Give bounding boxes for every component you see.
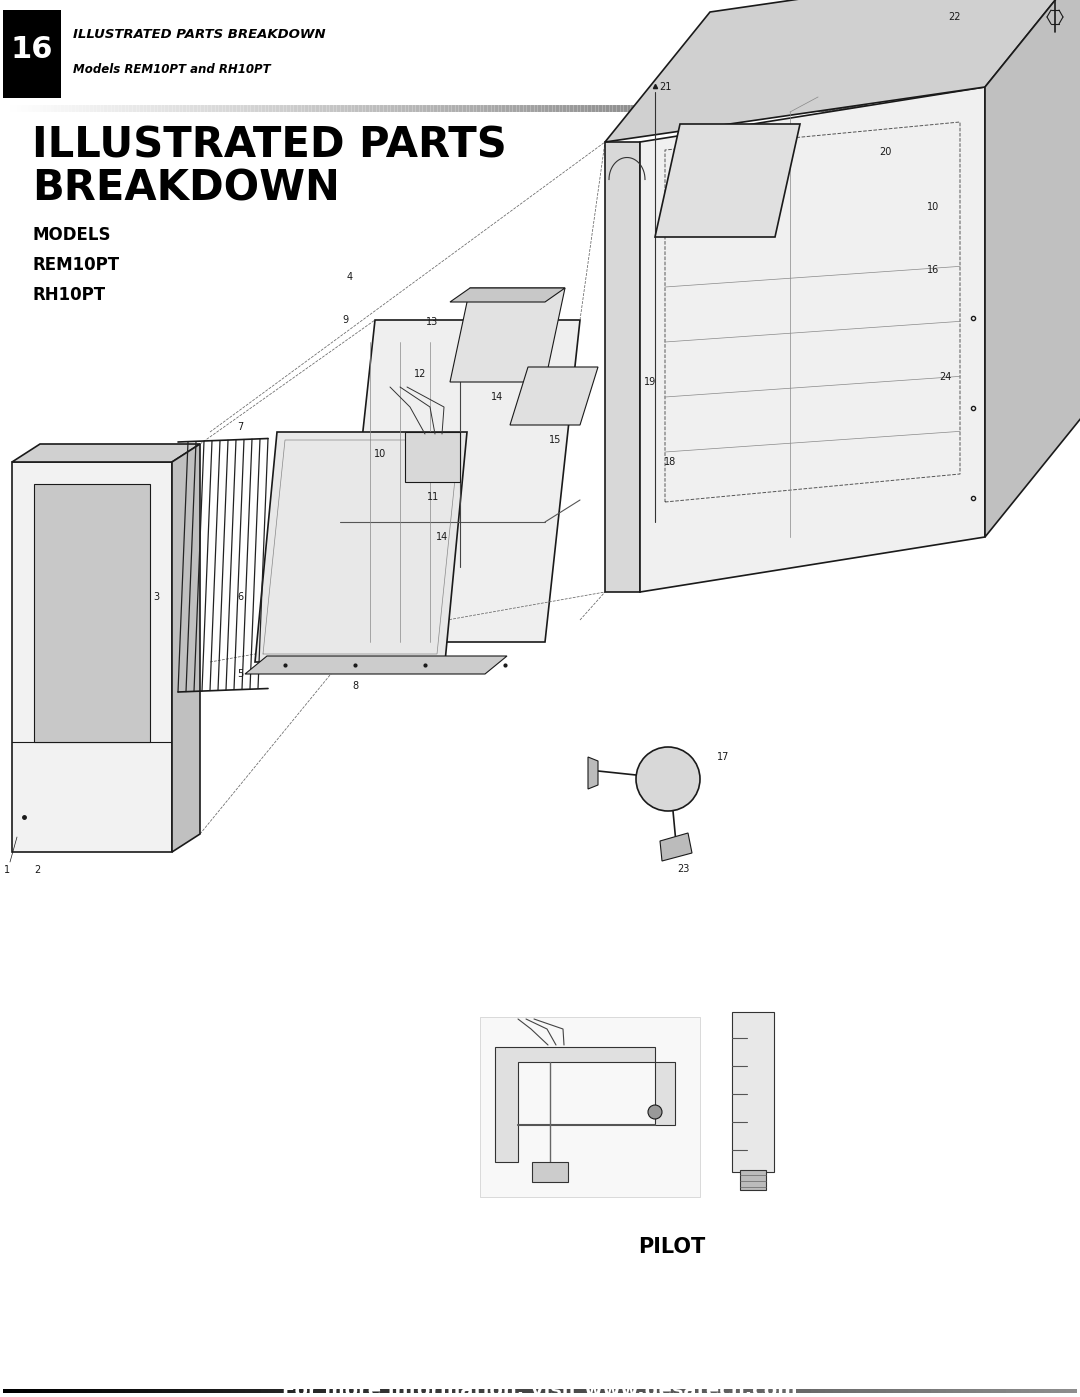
Polygon shape	[654, 124, 800, 237]
Text: 22: 22	[948, 13, 961, 22]
Text: 2: 2	[33, 865, 40, 875]
Polygon shape	[532, 1162, 568, 1182]
Text: 5: 5	[237, 669, 243, 679]
Text: 13: 13	[426, 317, 438, 327]
Polygon shape	[12, 462, 172, 852]
Text: 11: 11	[427, 492, 440, 502]
Polygon shape	[985, 0, 1080, 536]
Text: 21: 21	[659, 82, 671, 92]
Polygon shape	[480, 1017, 700, 1197]
Polygon shape	[740, 1171, 766, 1190]
Text: 12: 12	[414, 369, 427, 379]
Text: BREAKDOWN: BREAKDOWN	[32, 168, 340, 210]
Circle shape	[648, 1105, 662, 1119]
Text: 1: 1	[4, 865, 10, 875]
Text: 24: 24	[939, 372, 951, 381]
Polygon shape	[172, 444, 200, 852]
Polygon shape	[245, 657, 507, 673]
Polygon shape	[340, 320, 580, 643]
Text: 7: 7	[237, 422, 243, 432]
Polygon shape	[255, 432, 467, 662]
Text: 15: 15	[549, 434, 562, 446]
Text: PILOT: PILOT	[638, 1236, 705, 1257]
Text: 6: 6	[237, 592, 243, 602]
Text: 23: 23	[677, 863, 689, 875]
Text: 3: 3	[153, 592, 159, 602]
Polygon shape	[405, 432, 460, 482]
Polygon shape	[660, 833, 692, 861]
Text: 16: 16	[927, 265, 940, 275]
Polygon shape	[495, 1046, 675, 1162]
Text: ILLUSTRATED PARTS BREAKDOWN: ILLUSTRATED PARTS BREAKDOWN	[73, 28, 326, 41]
Text: 17: 17	[717, 752, 729, 761]
Text: RH10PT: RH10PT	[32, 286, 105, 305]
Text: For more information, visit www.desatech.com: For more information, visit www.desatech…	[282, 1382, 798, 1397]
Polygon shape	[450, 288, 565, 381]
Polygon shape	[640, 87, 985, 592]
Bar	[3, 10, 60, 98]
Polygon shape	[605, 0, 1080, 142]
Polygon shape	[605, 142, 640, 592]
Text: 4: 4	[347, 272, 353, 282]
Polygon shape	[588, 757, 598, 789]
Polygon shape	[33, 483, 150, 742]
Text: 10: 10	[927, 203, 940, 212]
Text: 9: 9	[342, 314, 348, 326]
Text: 14: 14	[491, 393, 503, 402]
Text: MODELS: MODELS	[32, 226, 110, 244]
Circle shape	[636, 747, 700, 812]
Text: 8: 8	[352, 680, 359, 692]
Text: 18: 18	[664, 457, 676, 467]
Text: 19: 19	[644, 377, 657, 387]
Text: 10: 10	[374, 448, 387, 460]
Text: 14: 14	[436, 532, 448, 542]
Polygon shape	[450, 288, 565, 302]
Text: ILLUSTRATED PARTS: ILLUSTRATED PARTS	[32, 124, 507, 166]
Polygon shape	[510, 367, 598, 425]
Text: Models REM10PT and RH10PT: Models REM10PT and RH10PT	[73, 63, 271, 77]
Text: 16: 16	[11, 35, 53, 64]
Text: 20: 20	[879, 147, 891, 156]
Polygon shape	[732, 1011, 774, 1172]
Text: REM10PT: REM10PT	[32, 256, 119, 274]
Polygon shape	[12, 444, 200, 462]
